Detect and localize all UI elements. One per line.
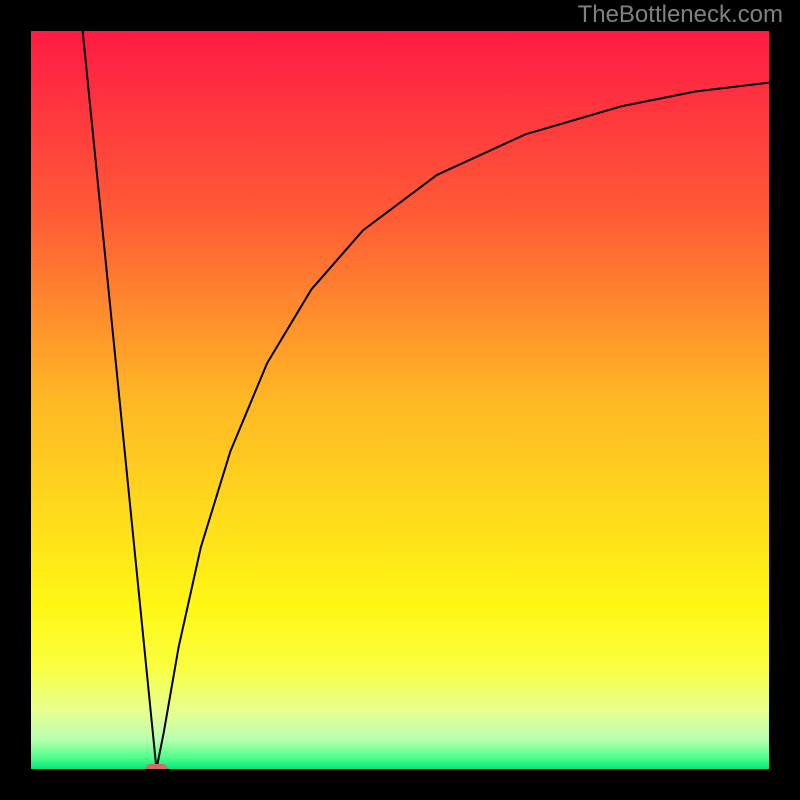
frame-left [0, 0, 31, 800]
bottleneck-gradient-chart: TheBottleneck.com [0, 0, 800, 800]
plot-gradient-bg [31, 31, 769, 769]
frame-bottom [0, 769, 800, 800]
watermark-text: TheBottleneck.com [578, 1, 783, 28]
frame-right [769, 0, 800, 800]
